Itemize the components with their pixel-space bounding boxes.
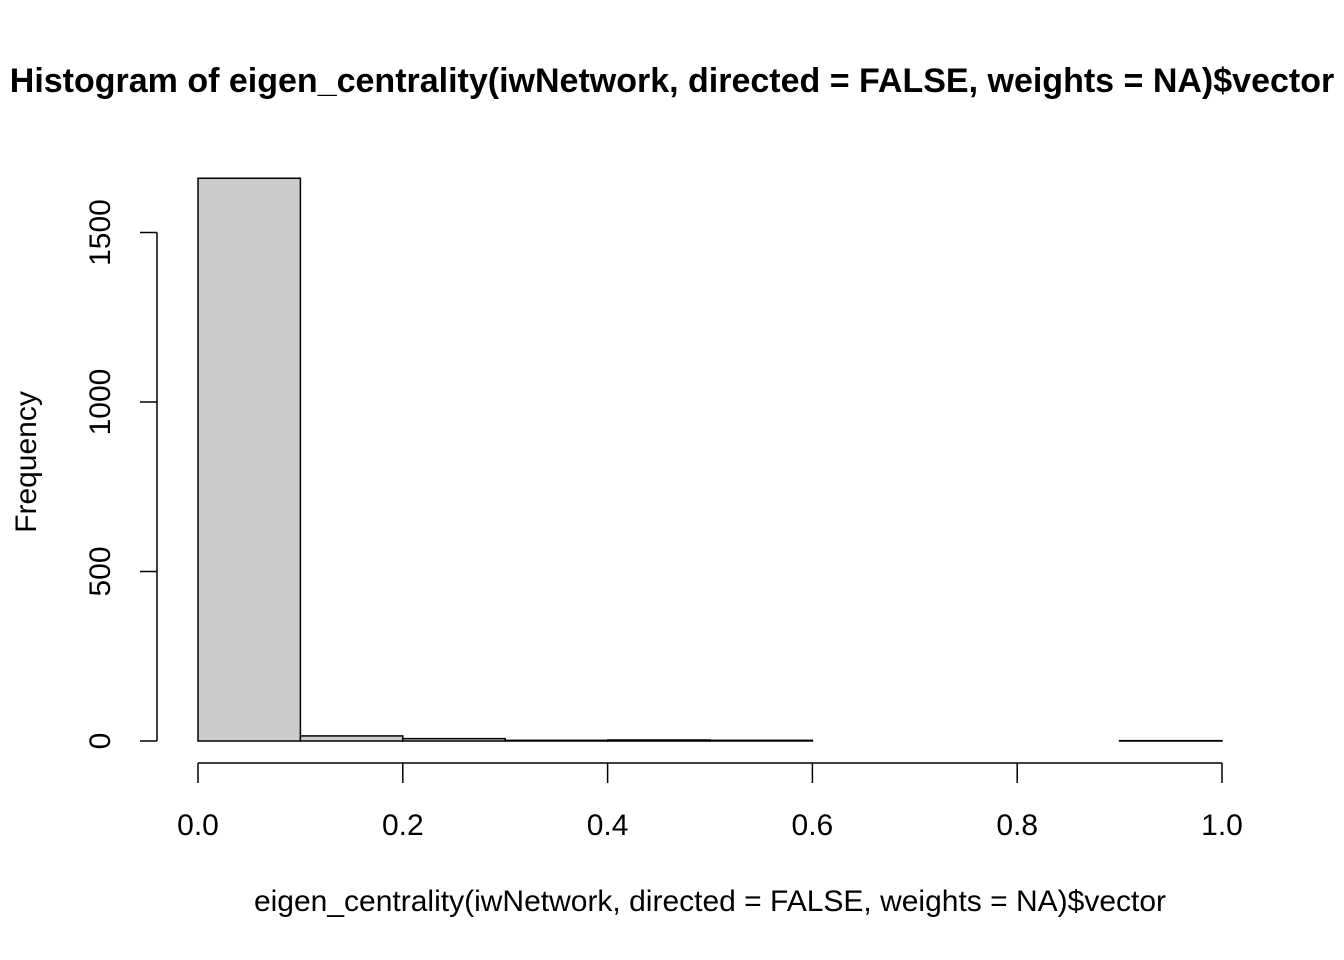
y-axis-label: Frequency (10, 391, 43, 533)
chart-title: Histogram of eigen_centrality(iwNetwork,… (10, 62, 1334, 100)
x-tick-label: 0.6 (792, 809, 834, 842)
x-tick-label: 0.4 (587, 809, 629, 842)
y-tick-label: 1000 (84, 369, 117, 436)
histogram-bar (197, 177, 302, 742)
histogram-bar (402, 737, 506, 742)
y-tick-label: 500 (84, 546, 117, 596)
y-tick-label: 1500 (84, 199, 117, 266)
x-tick-label: 0.8 (996, 809, 1038, 842)
histogram-bar (504, 739, 609, 742)
histogram-bar (709, 739, 814, 742)
x-tick-label: 1.0 (1201, 809, 1243, 842)
histogram-bar (299, 735, 404, 742)
y-axis: 0 500 1000 1500 (84, 199, 158, 750)
x-axis-label: eigen_centrality(iwNetwork, directed = F… (254, 885, 1166, 918)
y-tick-label: 0 (84, 733, 117, 750)
histogram-bar (606, 739, 711, 742)
x-tick-label: 0.0 (177, 809, 219, 842)
x-axis: 0.0 0.2 0.4 0.6 0.8 1.0 (177, 762, 1243, 842)
bars-group (197, 177, 1223, 742)
x-tick-label: 0.2 (382, 809, 424, 842)
